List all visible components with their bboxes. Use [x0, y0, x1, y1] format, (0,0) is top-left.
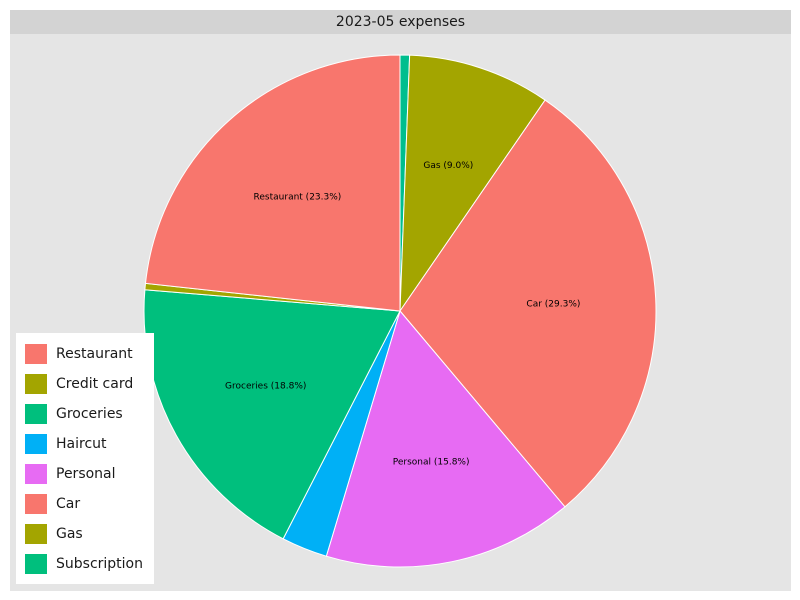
legend-item-haircut: Haircut	[25, 433, 107, 455]
legend-item-groceries: Groceries	[25, 403, 123, 425]
legend-swatch	[25, 344, 47, 364]
legend-label: Subscription	[56, 556, 143, 572]
legend-swatch	[25, 434, 47, 454]
legend-item-gas: Gas	[25, 523, 83, 545]
legend-item-car: Car	[25, 493, 80, 515]
chart-title: 2023-05 expenses	[335, 14, 466, 30]
chart-title-bar: 2023-05 expenses	[10, 10, 791, 34]
pie-slice-car	[399, 99, 657, 508]
legend-label: Restaurant	[56, 346, 133, 362]
slice-label-restaurant: Restaurant (23.3%)	[254, 193, 342, 203]
slice-label-car: Car (29.3%)	[526, 300, 580, 310]
legend-item-credit-card: Credit card	[25, 373, 133, 395]
legend-label: Personal	[56, 466, 116, 482]
legend-item-personal: Personal	[25, 463, 116, 485]
pie-slice-restaurant	[144, 54, 401, 312]
legend-swatch	[25, 524, 47, 544]
legend-swatch	[25, 494, 47, 514]
legend-swatch	[25, 554, 47, 574]
slice-label-gas: Gas (9.0%)	[423, 161, 473, 171]
legend-swatch	[25, 464, 47, 484]
legend-label: Groceries	[56, 406, 123, 422]
legend-item-restaurant: Restaurant	[25, 343, 133, 365]
pie-slice-gas	[399, 54, 546, 313]
legend-label: Haircut	[56, 436, 107, 452]
legend-label: Gas	[56, 526, 83, 542]
slice-label-groceries: Groceries (18.8%)	[225, 382, 306, 392]
legend-swatch	[25, 374, 47, 394]
legend-label: Car	[56, 496, 81, 512]
legend-item-subscription: Subscription	[25, 553, 143, 575]
legend: Restaurant Credit card Groceries Haircut Per…	[16, 333, 154, 584]
pie-slice-personal	[325, 309, 566, 568]
legend-label: Credit card	[56, 376, 134, 392]
slice-label-personal: Personal (15.8%)	[393, 457, 470, 467]
legend-swatch	[25, 404, 47, 424]
pie-slice-groceries	[143, 289, 401, 540]
